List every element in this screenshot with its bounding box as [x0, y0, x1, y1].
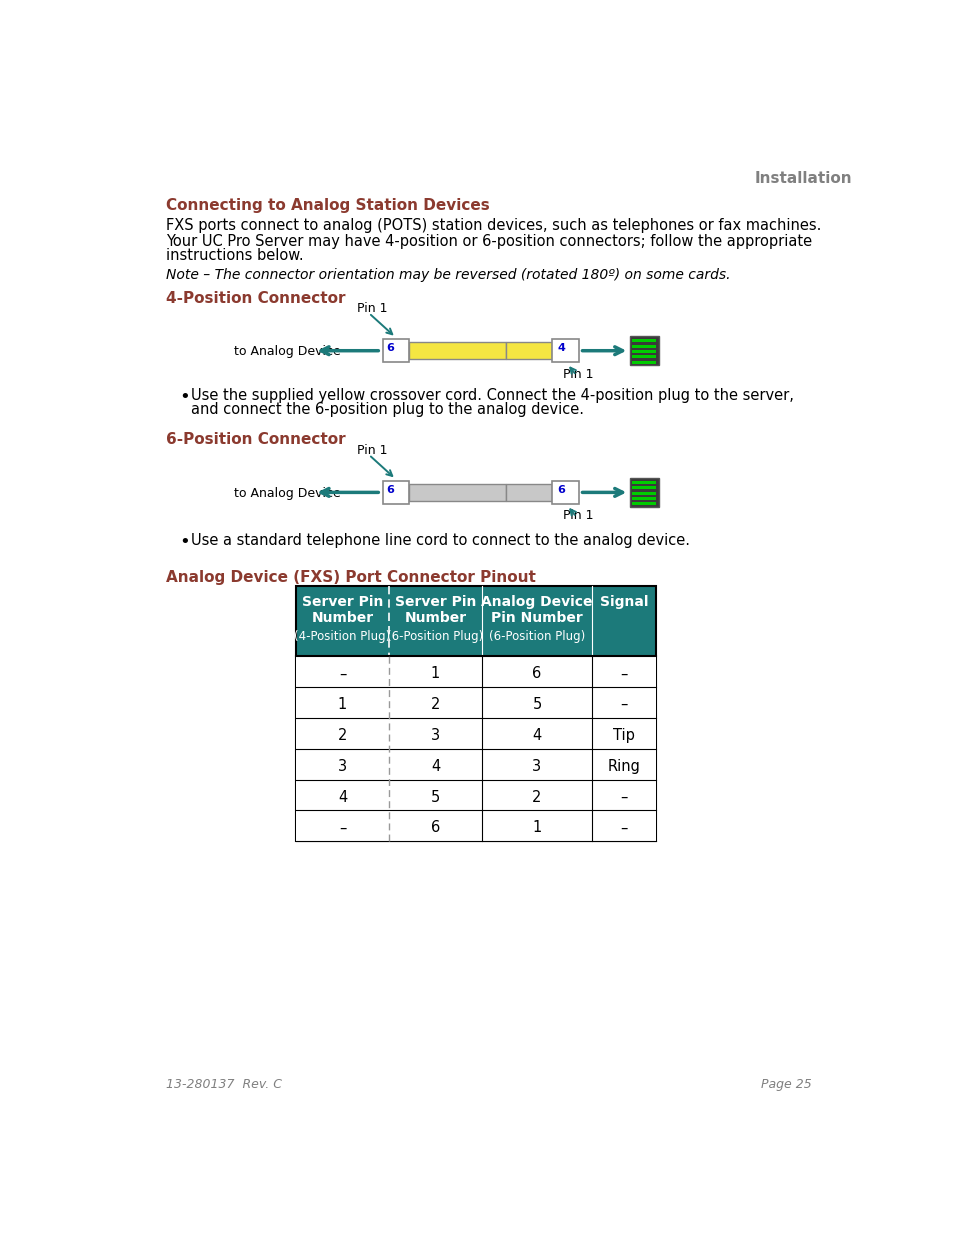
- Bar: [295, 585, 655, 841]
- Bar: [295, 687, 655, 718]
- Bar: [295, 656, 655, 687]
- Text: 2: 2: [337, 727, 347, 743]
- Text: to Analog Device: to Analog Device: [233, 346, 340, 358]
- Text: Use a standard telephone line cord to connect to the analog device.: Use a standard telephone line cord to co…: [191, 534, 689, 548]
- Text: 6: 6: [386, 484, 395, 495]
- Bar: [632, 487, 655, 489]
- Text: and connect the 6-position plug to the analog device.: and connect the 6-position plug to the a…: [191, 403, 583, 417]
- Text: Tip: Tip: [612, 727, 634, 743]
- Bar: [629, 336, 659, 366]
- Text: (6-Position Plug): (6-Position Plug): [387, 630, 483, 643]
- Text: 2: 2: [431, 698, 439, 713]
- Text: 4-Position Connector: 4-Position Connector: [166, 290, 345, 305]
- Text: •: •: [179, 534, 190, 551]
- Bar: [632, 361, 655, 364]
- Text: 6: 6: [431, 820, 439, 835]
- Text: 1: 1: [337, 698, 347, 713]
- Text: Page 25: Page 25: [760, 1078, 811, 1092]
- Bar: [632, 350, 655, 353]
- Text: 3: 3: [431, 727, 439, 743]
- Text: 6: 6: [557, 484, 564, 495]
- Text: instructions below.: instructions below.: [166, 248, 303, 263]
- Bar: [632, 356, 655, 358]
- Text: Your UC Pro Server may have 4-position or 6-position connectors; follow the appr: Your UC Pro Server may have 4-position o…: [166, 235, 811, 249]
- Text: –: –: [338, 820, 346, 835]
- Text: 6: 6: [532, 667, 541, 682]
- Text: Note – The connector orientation may be reversed (rotated 180º) on some cards.: Note – The connector orientation may be …: [166, 268, 729, 282]
- Bar: [295, 718, 655, 748]
- Bar: [632, 492, 655, 495]
- Text: –: –: [338, 667, 346, 682]
- Text: –: –: [619, 820, 627, 835]
- Text: Server Pin
Number: Server Pin Number: [395, 595, 476, 625]
- Bar: [382, 340, 409, 362]
- Text: FXS ports connect to analog (POTS) station devices, such as telephones or fax ma: FXS ports connect to analog (POTS) stati…: [166, 217, 821, 232]
- Bar: [295, 748, 655, 779]
- Text: 3: 3: [337, 758, 347, 774]
- Text: 5: 5: [431, 789, 439, 805]
- Text: Signal: Signal: [598, 595, 647, 609]
- Bar: [505, 484, 552, 501]
- Bar: [552, 480, 578, 504]
- Text: 4: 4: [557, 343, 564, 353]
- Text: Server Pin
Number: Server Pin Number: [301, 595, 383, 625]
- Bar: [629, 478, 659, 508]
- Text: –: –: [619, 667, 627, 682]
- Bar: [505, 342, 552, 359]
- Text: 2: 2: [532, 789, 541, 805]
- Text: Analog Device (FXS) Port Connector Pinout: Analog Device (FXS) Port Connector Pinou…: [166, 571, 535, 585]
- Text: 5: 5: [532, 698, 541, 713]
- Bar: [552, 340, 578, 362]
- Bar: [382, 480, 409, 504]
- Bar: [295, 779, 655, 810]
- Text: Pin 1: Pin 1: [562, 368, 593, 380]
- Bar: [409, 484, 505, 501]
- Bar: [632, 480, 655, 484]
- Text: (4-Position Plug): (4-Position Plug): [294, 630, 390, 643]
- Text: 3: 3: [532, 758, 541, 774]
- Text: Ring: Ring: [607, 758, 639, 774]
- Bar: [409, 342, 505, 359]
- Bar: [295, 810, 655, 841]
- Text: Pin 1: Pin 1: [356, 303, 387, 315]
- Bar: [632, 496, 655, 500]
- Text: 13-280137  Rev. C: 13-280137 Rev. C: [166, 1078, 281, 1092]
- Bar: [295, 585, 655, 656]
- Text: (6-Position Plug): (6-Position Plug): [488, 630, 584, 643]
- Text: 6-Position Connector: 6-Position Connector: [166, 431, 345, 447]
- Text: –: –: [619, 698, 627, 713]
- Bar: [632, 503, 655, 505]
- Text: to Analog Device: to Analog Device: [233, 487, 340, 500]
- Text: 4: 4: [431, 758, 439, 774]
- Text: 1: 1: [532, 820, 541, 835]
- Text: Analog Device
Pin Number: Analog Device Pin Number: [480, 595, 592, 625]
- Text: Connecting to Analog Station Devices: Connecting to Analog Station Devices: [166, 199, 489, 214]
- Bar: [632, 345, 655, 347]
- Text: Use the supplied yellow crossover cord. Connect the 4-position plug to the serve: Use the supplied yellow crossover cord. …: [191, 389, 793, 404]
- Bar: [632, 340, 655, 342]
- Text: Pin 1: Pin 1: [356, 443, 387, 457]
- Text: •: •: [179, 389, 190, 406]
- Text: Pin 1: Pin 1: [562, 509, 593, 522]
- Text: –: –: [619, 789, 627, 805]
- Text: 4: 4: [532, 727, 541, 743]
- Text: 4: 4: [337, 789, 347, 805]
- Text: Installation: Installation: [754, 172, 851, 186]
- Text: 1: 1: [431, 667, 439, 682]
- Text: 6: 6: [386, 343, 395, 353]
